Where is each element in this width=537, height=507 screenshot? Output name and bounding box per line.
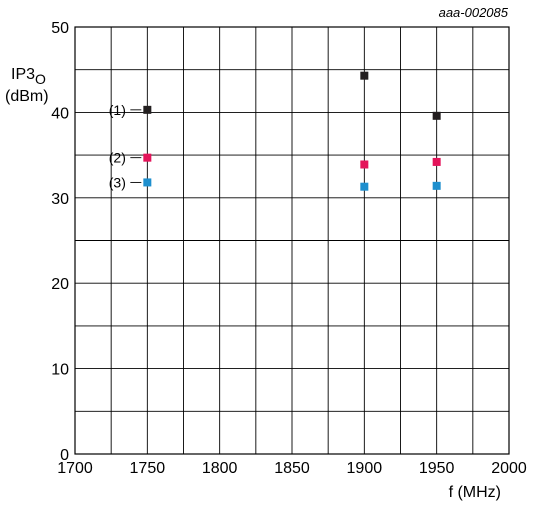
x-tick-label: 1850 <box>274 460 310 477</box>
series-label: (2) <box>109 150 126 166</box>
data-points <box>143 71 441 191</box>
x-tick-label: 2000 <box>491 460 527 477</box>
y-axis-unit: (dBm) <box>5 88 49 105</box>
y-axis-label: IP3O <box>11 66 46 87</box>
data-point-series-2 <box>432 157 441 166</box>
y-tick-label: 10 <box>51 362 69 379</box>
data-point-series-2 <box>360 160 369 169</box>
y-tick-label: 20 <box>51 276 69 293</box>
y-tick-label: 30 <box>51 191 69 208</box>
y-tick-label: 40 <box>51 105 69 122</box>
y-tick-labels: 0 10 20 30 40 50 <box>51 20 69 464</box>
x-tick-label: 1750 <box>130 460 166 477</box>
series-labels: (1) (2) (3) <box>109 102 142 190</box>
data-point-series-3 <box>432 181 441 190</box>
x-tick-label: 1950 <box>419 460 455 477</box>
series-label: (1) <box>109 102 126 118</box>
x-tick-label: 1900 <box>347 460 383 477</box>
data-point-series-3 <box>360 182 369 191</box>
y-tick-label: 0 <box>60 447 69 464</box>
data-point-series-1 <box>143 105 152 114</box>
y-tick-label: 50 <box>51 20 69 37</box>
figure-reference: aaa-002085 <box>439 5 509 20</box>
data-point-series-1 <box>432 111 441 120</box>
x-tick-label: 1700 <box>57 460 93 477</box>
x-tick-labels: 1700 1750 1800 1850 1900 1950 2000 <box>57 460 527 477</box>
plot-frame <box>74 26 510 455</box>
y-axis-label-subscript: O <box>35 71 46 87</box>
x-tick-label: 1800 <box>202 460 238 477</box>
series-label: (3) <box>109 174 126 190</box>
data-point-series-1 <box>360 71 369 80</box>
grid <box>75 27 509 454</box>
data-point-series-2 <box>143 153 152 162</box>
y-axis-label-main: IP3 <box>11 66 35 83</box>
data-point-series-3 <box>143 178 152 187</box>
x-axis-label: f (MHz) <box>449 484 501 501</box>
